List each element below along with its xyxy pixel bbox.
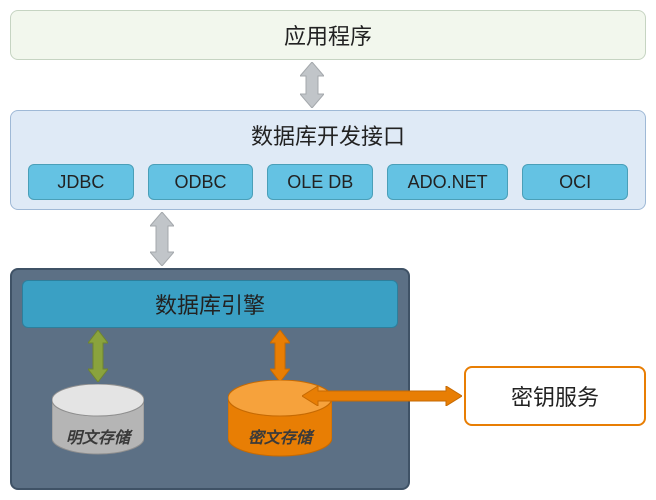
iface-pills-row: JDBC ODBC OLE DB ADO.NET OCI <box>28 164 628 200</box>
iface-title: 数据库开发接口 <box>251 119 405 151</box>
pill-label: ODBC <box>175 172 227 193</box>
arrow-engine-plain <box>88 330 108 382</box>
pill-oci: OCI <box>522 164 628 200</box>
ciphertext-label: 密文存储 <box>228 424 332 448</box>
app-label: 应用程序 <box>284 19 372 51</box>
pill-label: OLE DB <box>287 172 353 193</box>
pill-oledb: OLE DB <box>267 164 373 200</box>
engine-header: 数据库引擎 <box>22 280 398 328</box>
engine-label: 数据库引擎 <box>155 288 265 320</box>
keysvc-label: 密钥服务 <box>511 380 599 412</box>
arrow-app-iface <box>300 62 324 108</box>
arrow-iface-engine <box>150 212 174 266</box>
pill-label: ADO.NET <box>408 172 488 193</box>
pill-label: JDBC <box>57 172 104 193</box>
pill-adonet: ADO.NET <box>387 164 508 200</box>
pill-jdbc: JDBC <box>28 164 134 200</box>
arrow-cipher-keysvc <box>302 386 462 406</box>
keysvc-box: 密钥服务 <box>464 366 646 426</box>
arrow-engine-cipher <box>270 330 290 382</box>
plaintext-label: 明文存储 <box>52 424 144 448</box>
pill-odbc: ODBC <box>148 164 254 200</box>
app-box: 应用程序 <box>10 10 646 60</box>
pill-label: OCI <box>559 172 591 193</box>
